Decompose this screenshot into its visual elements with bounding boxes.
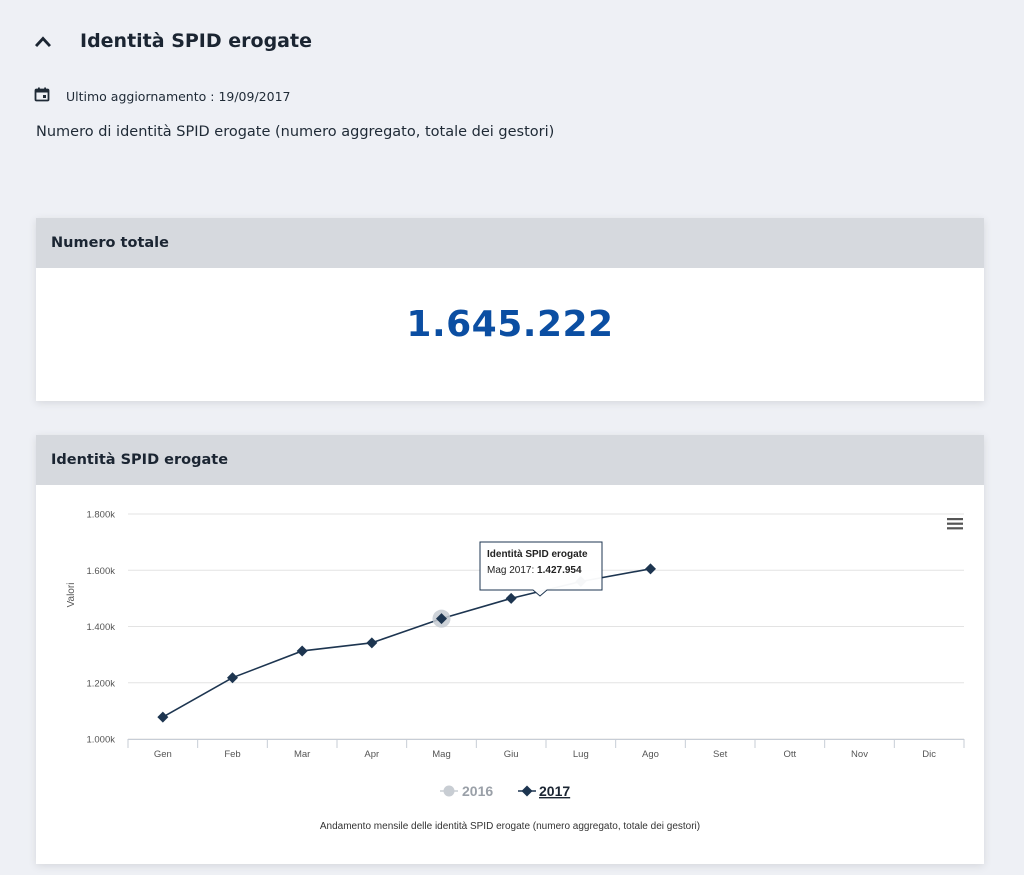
legend-item-2016[interactable]: 2016 [440, 783, 493, 799]
x-tick-label: Dic [922, 749, 936, 760]
legend-marker [443, 785, 455, 797]
x-tick-label: Nov [851, 749, 868, 760]
x-tick-label: Ago [642, 749, 659, 760]
section-header: Identità SPID erogate [32, 30, 312, 52]
calendar-icon [34, 87, 50, 105]
y-tick-label: 1.400k [86, 622, 115, 633]
data-point[interactable] [366, 637, 378, 649]
section-description: Numero di identità SPID erogate (numero … [36, 124, 555, 140]
data-point[interactable] [436, 613, 447, 625]
line-chart: 1.000k 1.200k 1.400k 1.600k 1.800k Gen Feb Mar… [66, 510, 965, 832]
x-tick-label: Feb [224, 749, 240, 760]
y-tick-label: 1.000k [86, 735, 115, 746]
chevron-up-icon[interactable] [32, 30, 54, 52]
x-tick-label: Mag [432, 749, 450, 760]
last-update-row: Ultimo aggiornamento : 19/09/2017 [34, 87, 291, 105]
chart-card: Identità SPID erogate 1.000k 1.200k 1.400k… [36, 435, 984, 864]
total-value: 1.645.222 [406, 304, 614, 345]
tooltip-value: Mag 2017: 1.427.954 [487, 565, 582, 576]
tooltip-title: Identità SPID erogate [487, 549, 588, 560]
y-axis-title: Valori [66, 583, 77, 608]
y-tick-label: 1.600k [86, 566, 115, 577]
chart-caption: Andamento mensile delle identità SPID er… [320, 821, 700, 832]
series-line-2017 [162, 568, 651, 718]
total-card: Numero totale 1.645.222 [36, 218, 984, 401]
legend-label: 2017 [539, 783, 570, 799]
legend-item-2017[interactable]: 2017 [518, 783, 570, 799]
hamburger-menu-icon[interactable] [947, 518, 963, 530]
x-tick-label: Giu [504, 749, 519, 760]
x-tick-label: Ott [783, 749, 796, 760]
data-point[interactable] [227, 672, 238, 684]
tooltip-label: Mag 2017: [487, 565, 537, 576]
y-tick-label: 1.200k [86, 678, 115, 689]
last-update-label: Ultimo aggiornamento : 19/09/2017 [66, 88, 291, 104]
data-point[interactable] [157, 711, 169, 723]
x-tick-label: Gen [154, 749, 172, 760]
tooltip-box [479, 541, 603, 597]
chart-card-title: Identità SPID erogate [36, 435, 984, 485]
x-tick-label: Apr [364, 749, 379, 760]
total-card-title: Numero totale [36, 218, 984, 268]
data-point[interactable] [645, 563, 656, 575]
legend-label: 2016 [462, 783, 493, 799]
tooltip-number: 1.427.954 [537, 565, 582, 576]
x-tick-label: Lug [573, 749, 589, 760]
x-tick-label: Set [713, 749, 728, 760]
data-point[interactable] [505, 592, 517, 604]
legend-marker [521, 785, 533, 797]
y-tick-label: 1.800k [86, 510, 115, 521]
data-point[interactable] [296, 645, 308, 657]
x-tick-label: Mar [294, 749, 310, 760]
section-title: Identità SPID erogate [80, 30, 312, 52]
